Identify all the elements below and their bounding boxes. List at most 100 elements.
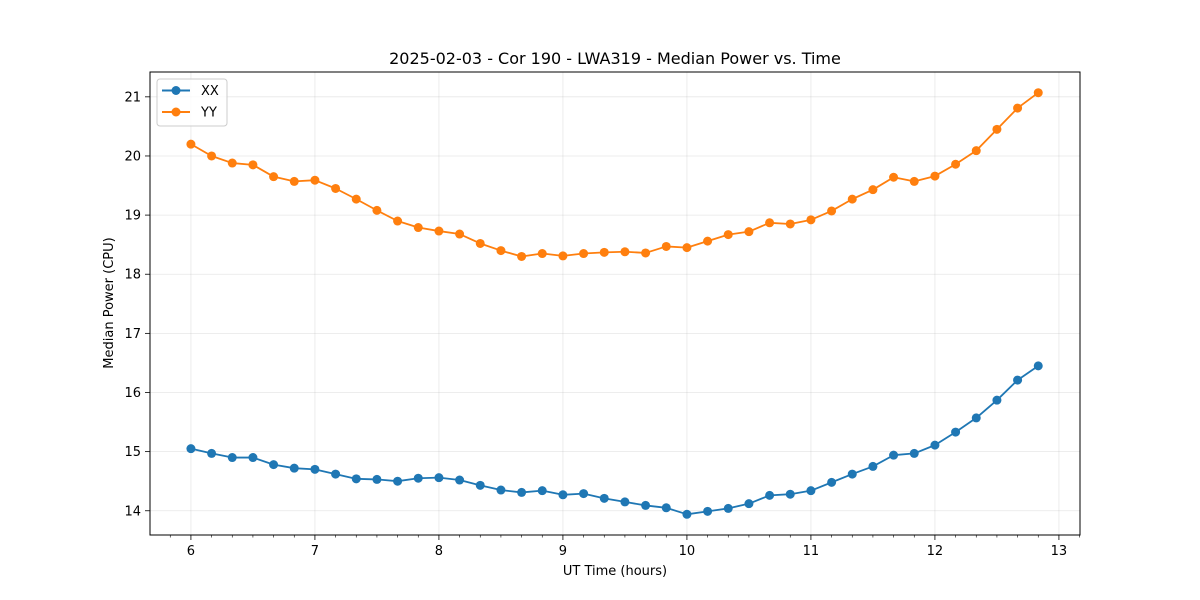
data-point-xx bbox=[971, 413, 981, 423]
data-point-yy bbox=[971, 146, 981, 156]
data-point-yy bbox=[1013, 103, 1023, 113]
data-point-xx bbox=[827, 477, 837, 487]
data-point-xx bbox=[599, 493, 609, 503]
data-point-yy bbox=[889, 172, 899, 182]
data-point-yy bbox=[909, 176, 919, 186]
data-point-yy bbox=[351, 194, 361, 204]
data-point-xx bbox=[723, 503, 733, 513]
data-point-yy bbox=[496, 246, 506, 256]
data-point-yy bbox=[372, 205, 382, 215]
data-point-xx bbox=[785, 489, 795, 499]
data-point-xx bbox=[517, 487, 527, 497]
x-tick-label: 9 bbox=[559, 544, 567, 559]
data-point-xx bbox=[909, 448, 919, 458]
legend-label-yy: YY bbox=[200, 106, 217, 121]
data-point-yy bbox=[475, 238, 485, 248]
data-point-xx bbox=[661, 503, 671, 513]
data-point-xx bbox=[1033, 361, 1043, 371]
plot-series bbox=[186, 88, 1043, 519]
data-point-xx bbox=[558, 490, 568, 500]
legend-label-xx: XX bbox=[201, 84, 219, 99]
chart-title: 2025-02-03 - Cor 190 - LWA319 - Median P… bbox=[389, 49, 841, 68]
data-point-yy bbox=[537, 249, 547, 259]
data-point-yy bbox=[620, 247, 630, 257]
data-point-yy bbox=[785, 219, 795, 229]
data-point-xx bbox=[765, 490, 775, 500]
x-axis-title: UT Time (hours) bbox=[563, 564, 667, 579]
data-point-xx bbox=[951, 427, 961, 437]
y-tick-label: 17 bbox=[124, 327, 141, 342]
data-point-yy bbox=[682, 243, 692, 253]
axes-frame bbox=[149, 71, 1081, 536]
y-tick-label: 21 bbox=[124, 90, 141, 105]
y-tick-label: 18 bbox=[124, 268, 141, 283]
axis-ticks: 6 7 8 9 10 11 12 13 14 15 16 17 18 19 20 21 bbox=[124, 90, 1080, 559]
data-point-yy bbox=[827, 206, 837, 216]
data-point-yy bbox=[393, 216, 403, 226]
data-point-xx bbox=[1013, 375, 1023, 385]
data-point-xx bbox=[434, 473, 444, 483]
data-point-yy bbox=[1033, 88, 1043, 98]
data-point-xx bbox=[393, 476, 403, 486]
y-axis-title: Median Power (CPU) bbox=[102, 237, 117, 368]
data-point-xx bbox=[682, 509, 692, 519]
data-point-yy bbox=[517, 251, 527, 261]
x-tick-label: 11 bbox=[803, 544, 820, 559]
data-point-xx bbox=[620, 497, 630, 507]
legend-marker-xx bbox=[171, 86, 181, 95]
data-point-yy bbox=[703, 236, 713, 246]
data-point-xx bbox=[372, 474, 382, 484]
legend-marker-yy bbox=[171, 107, 181, 117]
data-point-yy bbox=[661, 241, 671, 251]
data-point-xx bbox=[744, 499, 754, 509]
data-point-xx bbox=[889, 450, 899, 460]
data-point-yy bbox=[806, 215, 816, 225]
data-point-xx bbox=[310, 464, 320, 474]
data-point-xx bbox=[930, 440, 940, 450]
data-point-yy bbox=[723, 230, 733, 240]
data-point-xx bbox=[455, 475, 465, 485]
data-point-yy bbox=[413, 223, 423, 233]
data-point-xx bbox=[207, 448, 217, 458]
data-point-xx bbox=[537, 486, 547, 496]
y-tick-label: 15 bbox=[124, 445, 141, 460]
data-point-yy bbox=[868, 185, 878, 195]
x-tick-label: 8 bbox=[435, 544, 443, 559]
legend: XX YY bbox=[156, 78, 228, 127]
data-point-yy bbox=[579, 249, 589, 259]
data-point-yy bbox=[310, 175, 320, 185]
x-tick-label: 7 bbox=[311, 544, 319, 559]
data-point-xx bbox=[289, 463, 299, 473]
data-point-yy bbox=[434, 226, 444, 236]
data-point-yy bbox=[744, 227, 754, 237]
y-tick-label: 16 bbox=[124, 386, 141, 401]
data-point-yy bbox=[930, 171, 940, 181]
grid bbox=[150, 72, 1080, 535]
data-point-xx bbox=[475, 480, 485, 490]
data-point-xx bbox=[248, 453, 258, 463]
data-point-yy bbox=[331, 183, 341, 193]
data-point-yy bbox=[289, 176, 299, 186]
x-tick-label: 10 bbox=[679, 544, 696, 559]
data-point-xx bbox=[806, 486, 816, 496]
data-point-yy bbox=[599, 247, 609, 257]
data-point-xx bbox=[351, 474, 361, 484]
y-tick-label: 19 bbox=[124, 209, 141, 224]
x-tick-label: 6 bbox=[187, 544, 195, 559]
y-tick-label: 14 bbox=[124, 504, 141, 519]
data-point-xx bbox=[496, 485, 506, 495]
y-tick-label: 20 bbox=[124, 149, 141, 164]
data-point-yy bbox=[186, 139, 196, 149]
data-point-xx bbox=[227, 453, 237, 463]
data-point-xx bbox=[413, 473, 423, 483]
data-point-yy bbox=[951, 159, 961, 169]
data-point-yy bbox=[765, 218, 775, 228]
data-point-xx bbox=[186, 444, 196, 454]
data-point-yy bbox=[558, 251, 568, 261]
data-point-yy bbox=[248, 160, 258, 170]
data-point-xx bbox=[868, 461, 878, 471]
data-point-xx bbox=[269, 460, 279, 470]
x-tick-label: 12 bbox=[927, 544, 944, 559]
data-point-yy bbox=[847, 194, 857, 204]
